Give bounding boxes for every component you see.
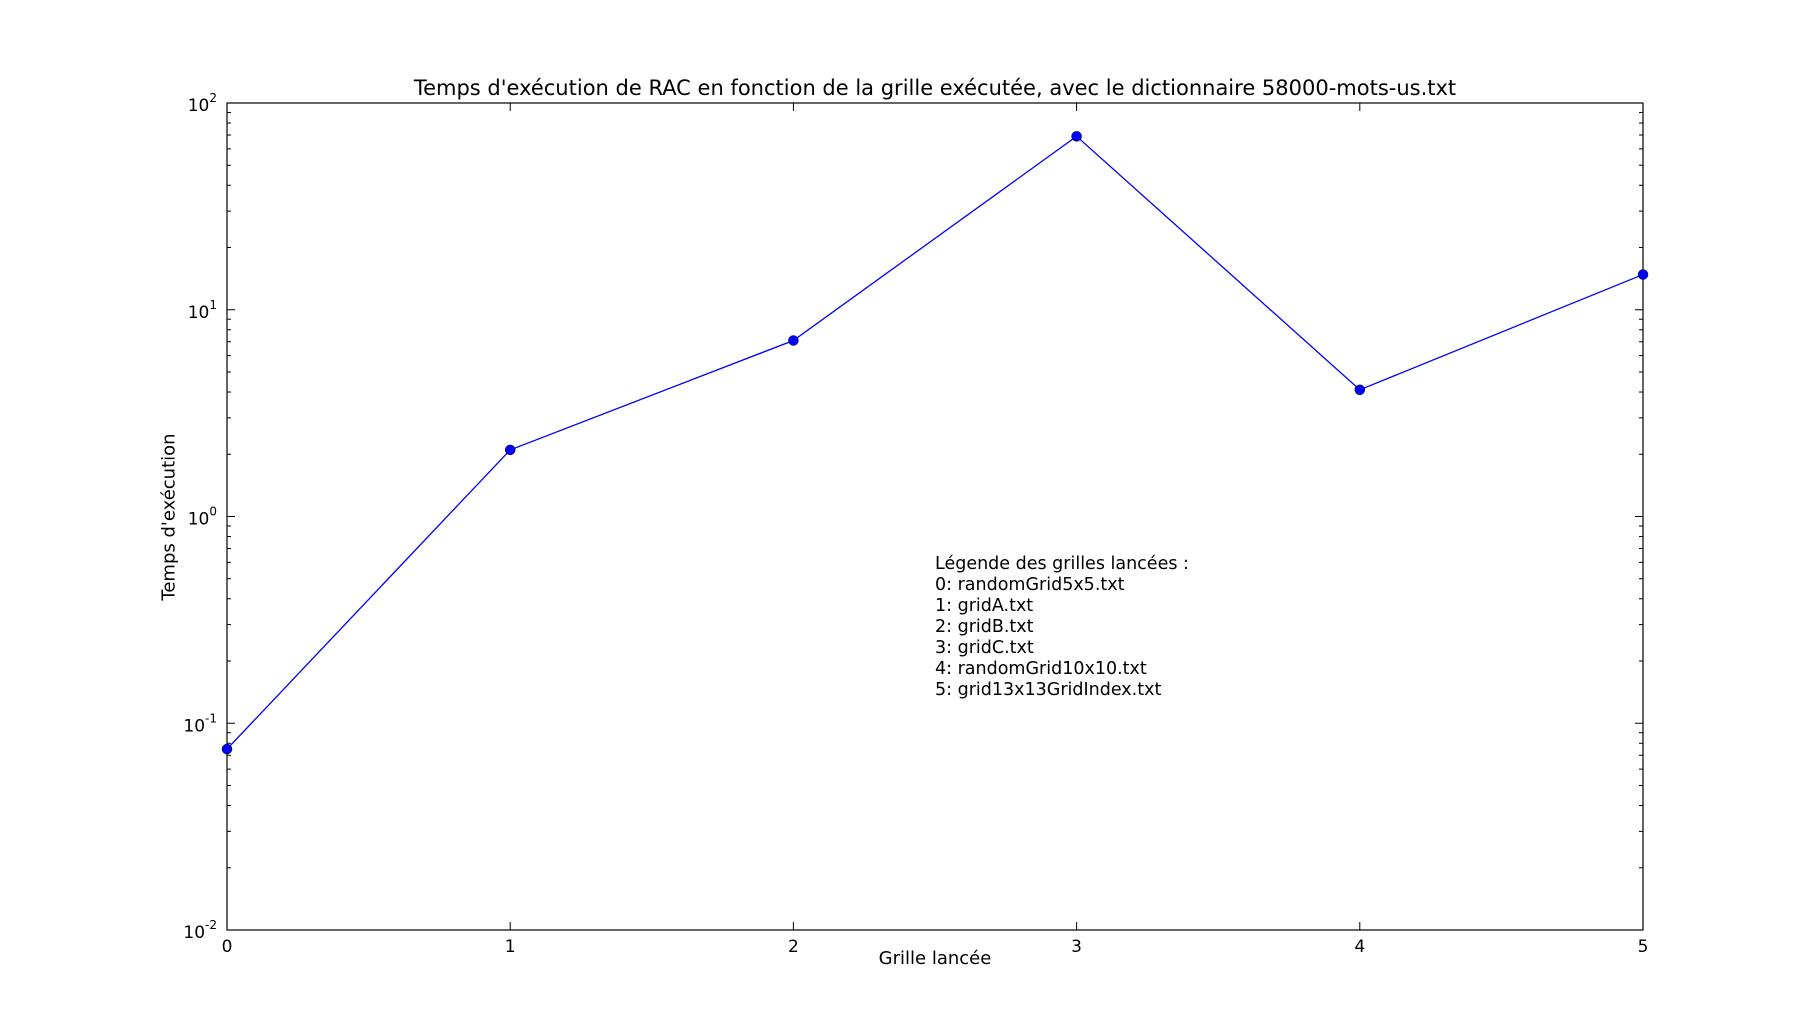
legend-line: 4: randomGrid10x10.txt	[935, 659, 1147, 679]
chart-title: Temps d'exécution de RAC en fonction de …	[413, 76, 1457, 100]
x-tick-label: 0	[222, 937, 233, 957]
x-axis-label: Grille lancée	[878, 948, 992, 969]
legend-line: 3: gridC.txt	[935, 638, 1034, 658]
y-tick-label: 10-2	[183, 918, 217, 943]
y-tick-label: 101	[188, 298, 217, 323]
data-point	[221, 743, 233, 755]
data-point	[1071, 131, 1082, 142]
x-tick-label: 5	[1638, 937, 1649, 957]
data-point	[504, 444, 516, 456]
x-tick-label: 1	[505, 937, 516, 957]
y-tick-label: 100	[188, 505, 217, 530]
y-axis-label: Temps d'exécution	[158, 433, 180, 601]
data-point	[1354, 384, 1366, 396]
legend-line: 5: grid13x13GridIndex.txt	[935, 680, 1162, 700]
legend-line: 2: gridB.txt	[935, 617, 1034, 637]
y-tick-label: 10-1	[183, 711, 217, 736]
x-tick-label: 3	[1071, 937, 1082, 957]
legend-line: 0: randomGrid5x5.txt	[935, 575, 1125, 595]
data-point	[1637, 269, 1649, 280]
legend-line: 1: gridA.txt	[935, 596, 1034, 616]
x-tick-label: 2	[788, 937, 799, 957]
y-tick-label: 102	[188, 91, 217, 116]
axes-frame	[226, 102, 1644, 931]
grid-legend-annotation: Légende des grilles lancées : 0: randomG…	[935, 554, 1189, 701]
legend-line: Légende des grilles lancées :	[935, 554, 1189, 574]
data-point	[788, 335, 799, 346]
x-tick-label: 4	[1354, 937, 1365, 957]
series-line	[226, 135, 1644, 750]
